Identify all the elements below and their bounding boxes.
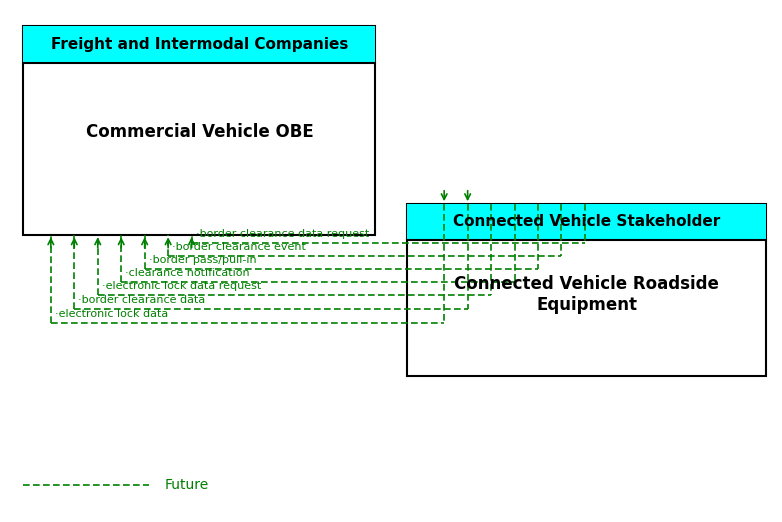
Text: Commercial Vehicle OBE: Commercial Vehicle OBE: [85, 123, 314, 140]
Text: ·electronic lock data request: ·electronic lock data request: [102, 281, 261, 291]
Text: ·border clearance data: ·border clearance data: [78, 295, 206, 305]
Text: ·clearance notification: ·clearance notification: [125, 268, 249, 278]
Text: Future: Future: [164, 479, 209, 492]
Text: Freight and Intermodal Companies: Freight and Intermodal Companies: [51, 37, 348, 52]
Text: ·border clearance event: ·border clearance event: [172, 242, 306, 252]
Text: Connected Vehicle Roadside
Equipment: Connected Vehicle Roadside Equipment: [454, 275, 719, 314]
Text: Connected Vehicle Stakeholder: Connected Vehicle Stakeholder: [453, 215, 720, 229]
Text: ·border pass/pull-in: ·border pass/pull-in: [149, 255, 256, 265]
Bar: [23, 26, 375, 235]
Bar: [407, 204, 766, 240]
Text: ·border clearance data request: ·border clearance data request: [196, 229, 369, 239]
Bar: [407, 204, 766, 376]
Bar: [23, 26, 375, 63]
Text: ·electronic lock data: ·electronic lock data: [55, 309, 168, 319]
